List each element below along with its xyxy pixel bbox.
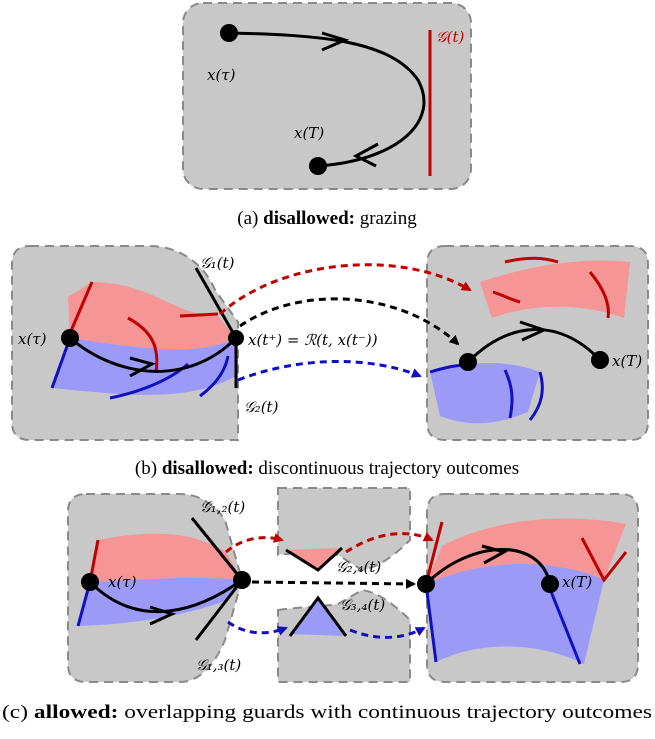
panel-c-red-triangle xyxy=(286,548,342,568)
panel-c-arrow-blue-2 xyxy=(349,626,426,639)
panel-a-end-label: x(T) xyxy=(294,124,324,142)
panel-a-guard-label: 𝒢(t) xyxy=(436,28,465,46)
panel-b-reset-point xyxy=(228,330,244,346)
panel-c: 𝒢₁,₂(t) 𝒢₁,₃(t) 𝒢₂,₄(t) 𝒢₃,₄(t) x(τ) x(T… xyxy=(2,487,652,723)
panel-b-red-image-edge-left xyxy=(492,290,521,304)
panel-b-end-label: x(T) xyxy=(612,352,642,370)
panel-c-red-image-edge-right xyxy=(580,537,628,583)
panel-c-reset-image-point xyxy=(417,575,435,593)
panel-b-blue-image-edge-mid xyxy=(503,369,514,419)
panel-b-red-edge-left xyxy=(66,281,94,339)
panel-b-red-edge-top xyxy=(179,312,219,318)
panel-c-red-image xyxy=(426,518,626,584)
panel-a: 𝒢(t) x(τ) x(T) (a) disallowed: grazing xyxy=(182,2,472,229)
panel-b-end-point xyxy=(591,351,609,369)
panel-b-reset-label: x(t⁺) = ℛ(t, x(t⁻)) xyxy=(248,331,378,349)
panel-b: 𝒢₁(t) 𝒢₂(t) x(τ) x(t⁺) = ℛ(t, x(t⁻)) x(T… xyxy=(11,245,649,479)
panel-c-guard-34-label: 𝒢₃,₄(t) xyxy=(340,596,385,614)
panel-a-caption: (a) disallowed: grazing xyxy=(237,208,417,229)
panel-c-arrow-blue-1 xyxy=(227,620,288,636)
panel-b-guard-1 xyxy=(194,267,238,339)
panel-c-start-label: x(τ) xyxy=(108,573,137,591)
panel-c-arrow-red-1 xyxy=(225,533,284,554)
panel-c-red-image-edge-left xyxy=(424,521,444,585)
panel-c-blue-triangle xyxy=(290,598,346,636)
panel-b-start-point xyxy=(61,329,79,347)
panel-c-guard-13 xyxy=(194,579,244,641)
panel-b-blue-region xyxy=(52,338,236,395)
panel-b-reset-arrow-blue xyxy=(237,360,422,382)
panel-a-arrowhead-return xyxy=(352,142,379,168)
panel-b-caption: (b) disallowed: discontinuous trajectory… xyxy=(135,458,519,479)
panel-c-trajectory-left xyxy=(88,578,243,614)
panel-b-red-edge-mid xyxy=(127,316,159,373)
panel-c-blue-image-edge-left xyxy=(424,583,438,663)
panel-c-blue-image xyxy=(426,564,604,664)
panel-a-start-label: x(τ) xyxy=(207,66,236,84)
panel-b-guard-2-label: 𝒢₂(t) xyxy=(244,398,279,416)
panel-c-guard-13-label: 𝒢₁,₃(t) xyxy=(196,656,241,674)
panel-b-red-image-edge-top xyxy=(504,256,559,264)
panel-c-guard-24-v xyxy=(285,546,344,572)
panel-c-transition-point xyxy=(233,571,251,589)
panel-b-arrowhead-right xyxy=(519,320,549,342)
panel-c-arrowhead-left xyxy=(149,605,177,626)
panel-c-caption: (c) allowed: overlapping guards with con… xyxy=(2,702,652,723)
panel-c-end-label: x(T) xyxy=(562,573,592,591)
panel-b-arrowhead-left xyxy=(129,356,156,378)
panel-c-blue-region xyxy=(78,577,242,626)
panel-a-arrowhead-forward xyxy=(321,31,350,52)
panel-b-blue-edge-right xyxy=(199,355,230,398)
panel-c-guard-34-lambda xyxy=(288,595,348,637)
panel-c-blue-image-edge-right xyxy=(546,583,582,665)
panel-c-guard-24-label: 𝒢₂,₄(t) xyxy=(336,558,381,576)
panel-c-guard-12 xyxy=(190,517,244,581)
panel-a-start-point xyxy=(220,24,238,42)
panel-b-red-image-edge-right xyxy=(588,271,610,319)
panel-b-reset-image-point xyxy=(459,353,477,371)
panel-b-trajectory-right xyxy=(466,328,602,364)
panel-b-reset-arrow-red xyxy=(218,263,472,316)
panel-c-end-point xyxy=(541,575,559,593)
panel-c-arrowhead-right xyxy=(481,544,508,565)
panel-b-reset-arrow-black xyxy=(239,297,460,346)
panel-b-guard-1-label: 𝒢₁(t) xyxy=(200,254,235,272)
panel-c-red-region xyxy=(90,533,242,582)
panel-b-red-region xyxy=(68,282,236,350)
panel-c-trajectory-right xyxy=(424,548,552,586)
panel-b-trajectory-left xyxy=(69,336,238,373)
panel-c-arrow-red-2 xyxy=(345,532,434,554)
panel-a-trajectory xyxy=(228,31,426,168)
panel-b-start-label: x(τ) xyxy=(18,330,47,348)
panel-c-start-point xyxy=(81,573,99,591)
panel-a-end-point xyxy=(309,157,327,175)
panel-c-guard-12-label: 𝒢₁,₂(t) xyxy=(200,498,245,516)
panel-b-blue-image-edge-right xyxy=(528,371,544,421)
panel-c-arrow-black xyxy=(251,578,416,589)
